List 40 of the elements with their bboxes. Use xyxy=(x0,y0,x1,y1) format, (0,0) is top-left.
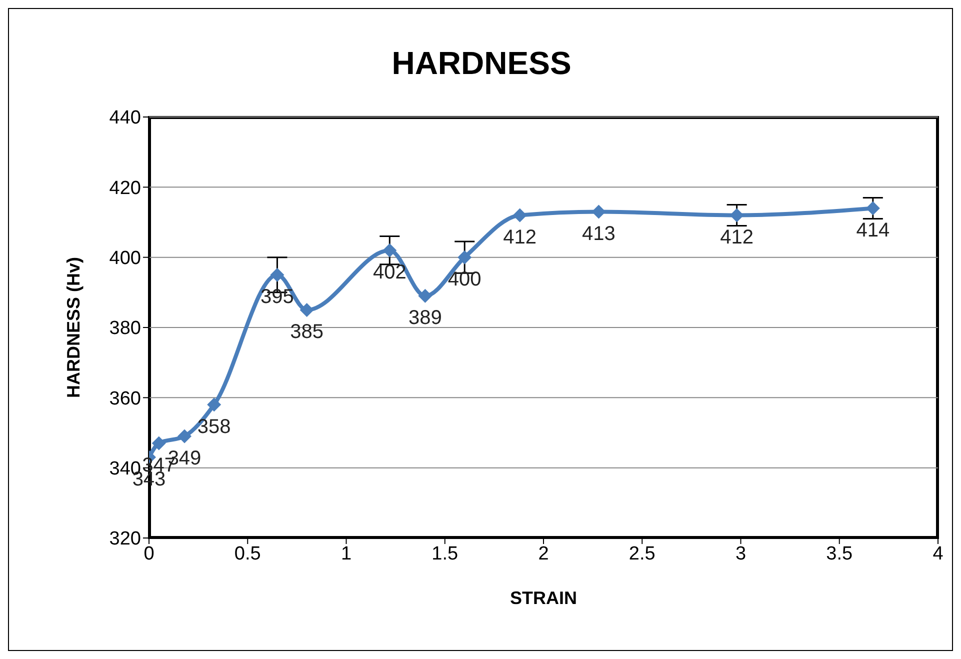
point xyxy=(178,429,192,444)
data-label: 389 xyxy=(408,307,442,330)
point xyxy=(207,398,222,412)
y-tick-label: 440 xyxy=(109,108,141,129)
point xyxy=(152,436,166,450)
data-label: 385 xyxy=(290,321,324,344)
x-tick-label: 3 xyxy=(735,543,746,564)
chart-title: HARDNESS xyxy=(390,45,572,82)
data-label: 358 xyxy=(197,416,231,438)
point xyxy=(418,288,432,303)
point xyxy=(270,268,284,282)
x-tick-label: 4 xyxy=(932,543,944,564)
x-tick-label: 2.5 xyxy=(628,543,656,564)
x-tick-label: 3.5 xyxy=(826,543,853,564)
x-axis-title: STRAIN xyxy=(510,588,577,608)
y-tick-label: 360 xyxy=(109,388,141,410)
data-label: 395 xyxy=(260,286,294,308)
point xyxy=(730,208,744,222)
data-label: 413 xyxy=(582,222,616,245)
data-label: 402 xyxy=(372,262,406,284)
x-tick-label: 0 xyxy=(144,543,154,564)
point xyxy=(512,208,527,222)
y-tick-label: 320 xyxy=(109,528,141,550)
data-label: 412 xyxy=(503,226,537,248)
point xyxy=(382,243,397,258)
x-tick-label: 0.5 xyxy=(234,543,261,564)
y-tick-label: 380 xyxy=(109,318,141,340)
data-label: 412 xyxy=(720,226,754,248)
y-tick-label: 420 xyxy=(109,178,141,199)
x-tick-label: 1.5 xyxy=(432,543,458,564)
point xyxy=(592,204,606,219)
data-label: 400 xyxy=(448,268,482,291)
x-tick-label: 2 xyxy=(538,543,549,564)
x-tick-label: 1 xyxy=(340,543,352,564)
y-axis-title: HARDNESS (Hv) xyxy=(63,256,84,398)
data-label: 414 xyxy=(856,219,890,242)
point xyxy=(866,201,880,216)
y-tick-label: 400 xyxy=(109,248,141,270)
point xyxy=(458,250,472,264)
point xyxy=(300,302,314,317)
